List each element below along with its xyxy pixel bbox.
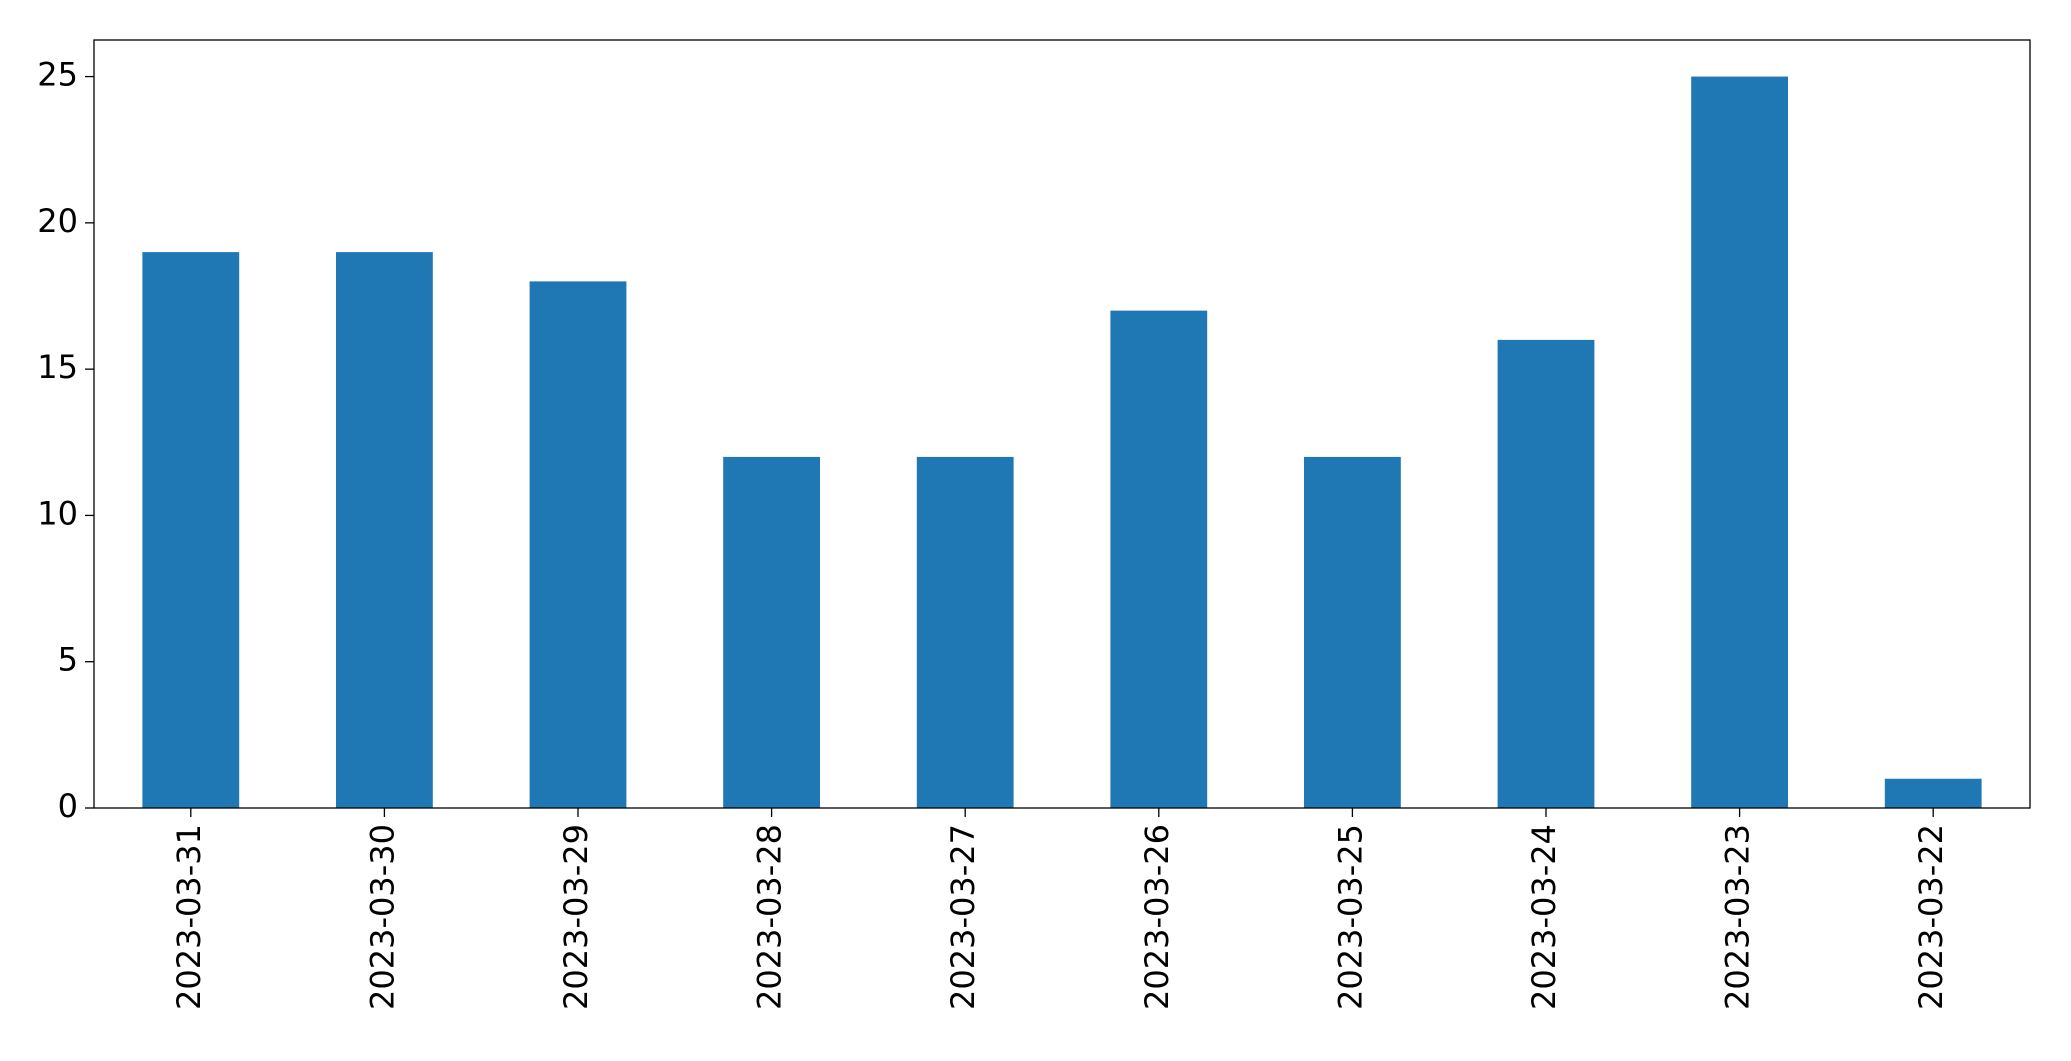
y-tick-label: 5 bbox=[58, 641, 78, 679]
y-tick-label: 10 bbox=[37, 494, 78, 532]
bar bbox=[1110, 310, 1208, 808]
bar bbox=[336, 252, 433, 809]
x-tick-label: 2023-03-26 bbox=[1138, 824, 1176, 1010]
y-tick-label: 20 bbox=[37, 202, 78, 240]
x-tick-label: 2023-03-25 bbox=[1331, 824, 1369, 1010]
x-tick-label: 2023-03-31 bbox=[170, 824, 208, 1010]
x-tick-label: 2023-03-24 bbox=[1525, 824, 1563, 1010]
plot-frame bbox=[93, 39, 2031, 809]
y-tick-label: 15 bbox=[37, 348, 78, 386]
x-tick-label: 2023-03-29 bbox=[557, 824, 595, 1010]
bar bbox=[916, 456, 1014, 808]
bar bbox=[1304, 456, 1401, 808]
y-tick-label: 0 bbox=[58, 787, 78, 825]
x-tick-label: 2023-03-28 bbox=[751, 824, 789, 1010]
x-tick-label: 2023-03-23 bbox=[1719, 824, 1757, 1010]
bar bbox=[723, 456, 820, 808]
x-tick-label: 2023-03-22 bbox=[1912, 824, 1950, 1010]
bar bbox=[1497, 339, 1595, 808]
bar bbox=[529, 281, 627, 808]
bar bbox=[142, 252, 240, 809]
bar bbox=[1884, 778, 1982, 808]
x-tick-label: 2023-03-27 bbox=[944, 824, 982, 1010]
x-tick-label: 2023-03-30 bbox=[363, 824, 401, 1010]
bar bbox=[1691, 76, 1788, 809]
y-tick-label: 25 bbox=[37, 56, 78, 94]
